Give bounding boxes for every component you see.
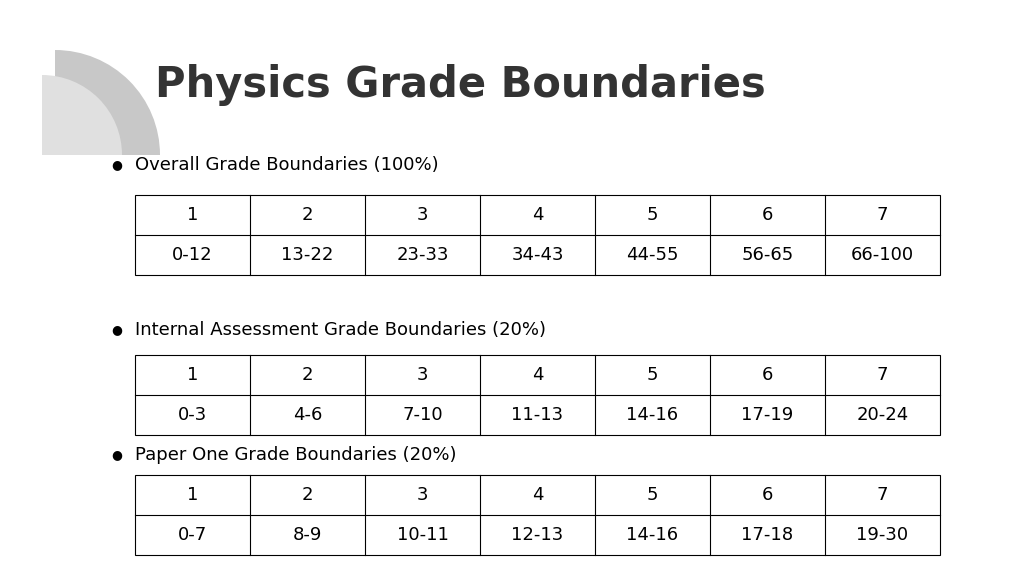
Text: 6: 6 [762,486,773,504]
Text: 4: 4 [531,366,544,384]
Text: 6: 6 [762,206,773,224]
Text: 3: 3 [417,366,428,384]
Text: Internal Assessment Grade Boundaries (20%): Internal Assessment Grade Boundaries (20… [135,321,546,339]
Text: 12-13: 12-13 [511,526,563,544]
Text: 6: 6 [762,366,773,384]
Text: 2: 2 [302,486,313,504]
Text: 3: 3 [417,486,428,504]
Text: 7-10: 7-10 [402,406,442,424]
Text: 44-55: 44-55 [627,246,679,264]
Text: 0-12: 0-12 [172,246,213,264]
Text: 17-19: 17-19 [741,406,794,424]
Text: 1: 1 [186,486,199,504]
Wedge shape [55,50,160,155]
Text: 3: 3 [417,206,428,224]
Text: 14-16: 14-16 [627,406,679,424]
Text: 0-7: 0-7 [178,526,207,544]
Text: 10-11: 10-11 [396,526,449,544]
Text: 56-65: 56-65 [741,246,794,264]
Text: 7: 7 [877,366,888,384]
Text: 4-6: 4-6 [293,406,323,424]
Text: 2: 2 [302,366,313,384]
Text: 17-18: 17-18 [741,526,794,544]
Text: 66-100: 66-100 [851,246,914,264]
Text: 5: 5 [647,366,658,384]
Text: ●: ● [112,449,123,461]
Text: 19-30: 19-30 [856,526,908,544]
Bar [135,195,940,275]
Text: 1: 1 [186,366,199,384]
Bar [135,355,940,435]
Text: ●: ● [112,158,123,172]
Text: 0-3: 0-3 [178,406,207,424]
Text: 5: 5 [647,206,658,224]
Text: Overall Grade Boundaries (100%): Overall Grade Boundaries (100%) [135,156,438,174]
Text: 8-9: 8-9 [293,526,323,544]
Text: 13-22: 13-22 [282,246,334,264]
Text: Physics Grade Boundaries: Physics Grade Boundaries [155,64,766,106]
Text: 7: 7 [877,206,888,224]
Text: Paper One Grade Boundaries (20%): Paper One Grade Boundaries (20%) [135,446,457,464]
Text: 11-13: 11-13 [511,406,563,424]
Text: 7: 7 [877,486,888,504]
Text: 2: 2 [302,206,313,224]
Text: 4: 4 [531,486,544,504]
Bar [135,475,940,555]
Text: 1: 1 [186,206,199,224]
Text: 14-16: 14-16 [627,526,679,544]
Text: 34-43: 34-43 [511,246,564,264]
Text: 5: 5 [647,486,658,504]
Text: 23-33: 23-33 [396,246,449,264]
Text: 4: 4 [531,206,544,224]
Text: ●: ● [112,324,123,336]
Wedge shape [42,75,122,155]
Text: 20-24: 20-24 [856,406,908,424]
